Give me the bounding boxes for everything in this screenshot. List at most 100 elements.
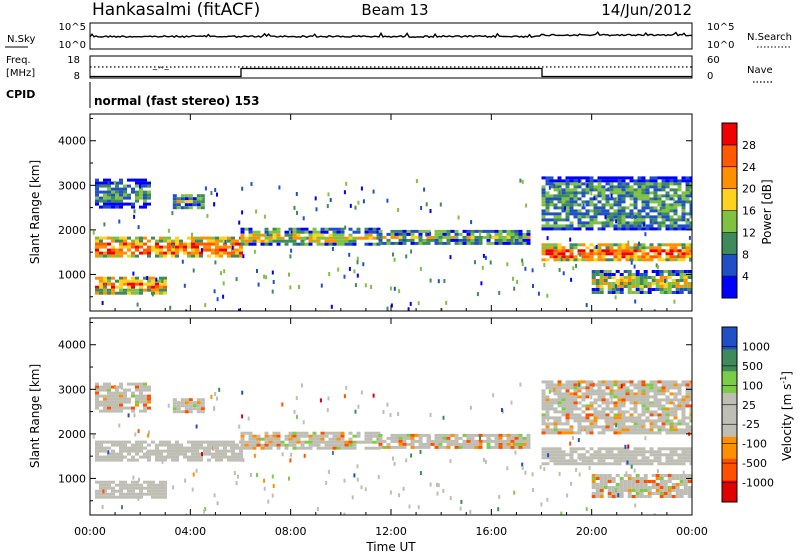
power-cell xyxy=(119,276,123,280)
power-cell xyxy=(545,191,550,195)
velocity-cell xyxy=(188,404,193,408)
velocity-cell xyxy=(176,407,181,411)
y-tick-label: 4000 xyxy=(58,339,86,352)
power-cell xyxy=(219,239,223,243)
power-cell xyxy=(669,203,674,207)
velocity-cell xyxy=(466,442,471,446)
power-speckle xyxy=(393,257,396,262)
velocity-cell xyxy=(438,445,443,449)
velocity-cell xyxy=(474,433,479,437)
power-cell xyxy=(398,232,403,236)
velocity-speckle xyxy=(360,485,363,490)
velocity-speckle xyxy=(213,493,216,498)
velocity-cell xyxy=(625,398,630,402)
velocity-cell xyxy=(621,380,626,384)
velocity-cell xyxy=(231,455,235,459)
power-cell xyxy=(631,276,636,279)
velocity-cell xyxy=(647,492,652,495)
power-cell xyxy=(645,194,650,198)
power-cell xyxy=(573,185,578,189)
velocity-cell xyxy=(364,437,369,441)
velocity-cell xyxy=(649,380,654,384)
power-cell xyxy=(589,227,594,231)
velocity-cell xyxy=(617,459,622,463)
velocity-cell xyxy=(627,477,632,480)
velocity-speckle xyxy=(303,453,306,458)
power-cell xyxy=(667,276,672,279)
power-cell xyxy=(565,194,570,198)
velocity-cell xyxy=(679,492,684,495)
power-cell xyxy=(167,236,171,240)
power-speckle xyxy=(360,186,363,191)
velocity-cell xyxy=(653,401,658,405)
velocity-cell xyxy=(167,443,171,447)
power-speckle xyxy=(425,202,428,207)
velocity-cell xyxy=(356,434,361,438)
velocity-cell xyxy=(434,445,439,449)
velocity-cell xyxy=(569,431,574,435)
velocity-speckle xyxy=(296,414,298,419)
velocity-cell xyxy=(681,401,686,405)
velocity-cell xyxy=(171,449,175,453)
power-cell xyxy=(167,242,171,246)
velocity-cell xyxy=(239,458,243,462)
power-cell xyxy=(585,224,590,228)
velocity-cell xyxy=(498,436,503,440)
velocity-cell xyxy=(239,455,243,459)
velocity-cell xyxy=(139,400,143,404)
power-cell xyxy=(107,288,111,292)
velocity-cell xyxy=(336,434,341,438)
power-cell xyxy=(187,242,191,246)
power-cell xyxy=(446,241,451,245)
velocity-cell xyxy=(203,452,207,456)
power-cell xyxy=(522,238,527,242)
power-speckle xyxy=(354,205,357,210)
power-cell xyxy=(244,239,249,243)
velocity-cell xyxy=(557,419,562,423)
power-cell xyxy=(328,227,333,231)
power-cell xyxy=(589,249,594,253)
power-cell xyxy=(159,248,163,252)
velocity-cell xyxy=(593,456,598,460)
power-cell xyxy=(649,200,654,204)
power-cell xyxy=(402,235,407,239)
power-cell xyxy=(659,273,664,276)
power-cell xyxy=(627,279,632,282)
power-cell xyxy=(268,239,273,243)
velocity-cell xyxy=(268,443,273,447)
velocity-cell xyxy=(617,462,622,466)
velocity-cell xyxy=(633,422,638,426)
velocity-cell xyxy=(175,452,179,456)
power-cell xyxy=(653,200,658,204)
velocity-speckle xyxy=(604,419,607,424)
velocity-cell xyxy=(426,442,431,446)
power-speckle xyxy=(304,236,307,241)
power-cell xyxy=(147,248,151,252)
power-cell xyxy=(625,246,630,250)
power-cell xyxy=(569,249,574,253)
velocity-cell xyxy=(171,458,175,462)
power-cell xyxy=(494,235,499,239)
velocity-cell xyxy=(599,486,604,489)
power-colorbar-tick-label: 16 xyxy=(742,205,756,218)
velocity-cell xyxy=(581,392,586,396)
power-cell xyxy=(300,242,305,246)
power-speckle xyxy=(595,244,598,249)
power-cell xyxy=(671,285,676,288)
velocity-cell xyxy=(553,419,558,423)
velocity-cell xyxy=(123,440,127,444)
power-speckle xyxy=(241,186,244,191)
velocity-cell xyxy=(637,380,642,384)
power-cell xyxy=(163,239,167,243)
velocity-cell xyxy=(557,431,562,435)
power-cell xyxy=(163,254,167,258)
velocity-cell xyxy=(466,433,471,437)
power-cell xyxy=(673,218,678,222)
power-cell xyxy=(657,182,662,186)
power-cell xyxy=(649,176,654,180)
velocity-cell xyxy=(184,398,189,402)
power-cell xyxy=(613,176,618,180)
velocity-cell xyxy=(248,440,253,444)
velocity-cell xyxy=(589,383,594,387)
velocity-cell xyxy=(434,436,439,440)
